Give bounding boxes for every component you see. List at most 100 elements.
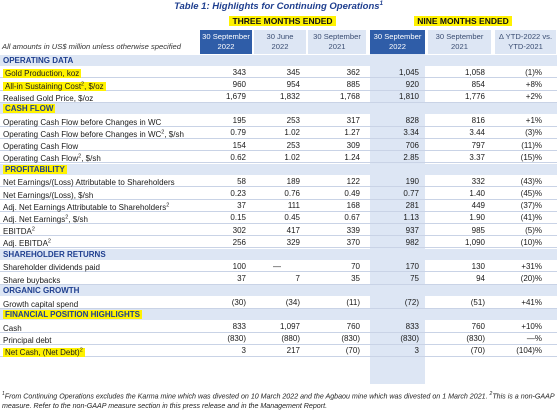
table-cell: 1,776: [464, 92, 485, 102]
table-cell: (51): [470, 298, 485, 307]
table-cell: 982: [405, 237, 419, 247]
table-row: Cash 833 1,097 760 833 760 +10%: [0, 321, 557, 333]
column-header: 30 September 2022: [200, 30, 252, 54]
table-cell: 100: [232, 261, 246, 271]
table-cell: +1%: [525, 116, 542, 126]
table-cell: (41)%: [520, 213, 542, 223]
row-label: Net Cash, (Net Debt)2: [3, 347, 85, 358]
row-label: Adj. Net Earnings Attributable to Shareh…: [3, 202, 170, 212]
table-cell: (20)%: [520, 274, 542, 283]
table-cell: (11)%: [521, 140, 542, 150]
table-cell: 111: [287, 201, 300, 211]
row-label: Adj. Net Earnings2, $/sh: [3, 214, 88, 225]
table-cell: (10)%: [520, 237, 542, 247]
table-cell: 329: [286, 237, 300, 247]
table-cell: (11): [346, 298, 360, 307]
row-label: Net Earnings/(Loss) Attributable to Shar…: [3, 178, 175, 188]
table-cell: 760: [471, 322, 485, 331]
table-cell: 58: [237, 176, 246, 186]
table-cell: 1,097: [279, 322, 300, 331]
table-row: Operating Cash Flow before Changes in WC…: [0, 115, 557, 127]
table-cell: 960: [232, 80, 246, 89]
table-cell: (37)%: [520, 201, 542, 211]
table-cell: (830): [341, 334, 360, 344]
table-cell: 0.45: [284, 213, 300, 223]
table-cell: (72): [404, 298, 419, 307]
table-cell: 370: [346, 237, 360, 247]
table-cell: 122: [346, 176, 360, 186]
table-cell: 345: [286, 67, 300, 77]
table-cell: 195: [232, 116, 246, 126]
table-cell: 1.24: [344, 152, 360, 162]
row-label: Gold Production, koz: [3, 69, 82, 79]
table-cell: 954: [286, 80, 300, 89]
table-cell: +31%: [521, 261, 542, 271]
row-label: EBITDA2: [3, 226, 35, 237]
table-cell: +10%: [521, 322, 542, 331]
table-cell: (70): [345, 346, 360, 356]
row-label: Shareholder dividends paid: [3, 263, 100, 273]
table-cell: 985: [471, 225, 485, 235]
table-row: Operating Cash Flow before Changes in WC…: [0, 127, 557, 139]
row-label: Growth capital spend: [3, 299, 79, 309]
row-label: Share buybacks: [3, 275, 61, 285]
table-cell: 302: [232, 225, 246, 235]
table-cell: 1.02: [284, 128, 300, 138]
row-label: Adj. EBITDA2: [3, 238, 51, 249]
table-cell: 449: [471, 201, 485, 211]
row-label: Realised Gold Price, $/oz: [3, 93, 94, 103]
table-cell: 1.90: [469, 213, 485, 223]
table-cell: 1,768: [339, 92, 360, 102]
table-cell: 35: [351, 274, 360, 283]
table-cell: 1,090: [464, 237, 485, 247]
table-cell: (45)%: [520, 189, 542, 198]
table-cell: 130: [471, 261, 485, 271]
table-cell: 3.44: [469, 128, 485, 138]
section-header: SHAREHOLDER RETURNS: [0, 249, 557, 260]
table-title: Table 1: Highlights for Continuing Opera…: [174, 1, 383, 13]
row-label: Cash: [3, 323, 22, 333]
table-cell: (15)%: [520, 152, 542, 162]
table-cell: 343: [232, 67, 246, 77]
table-cell: 1.27: [344, 128, 360, 138]
column-header: Δ YTD-2022 vs. YTD-2021: [495, 30, 556, 54]
row-label: Operating Cash Flow before Changes in WC…: [3, 129, 184, 140]
table-cell: 937: [405, 225, 419, 235]
table-cell: 70: [351, 261, 360, 271]
table-cell: 1.02: [284, 152, 300, 162]
table-cell: 7: [295, 274, 300, 283]
table-cell: 797: [471, 140, 485, 150]
table-cell: (880): [281, 334, 300, 344]
group-header-nine-months: NINE MONTHS ENDED: [370, 15, 556, 28]
row-label: Principal debt: [3, 335, 52, 345]
table-row: Gold Production, koz 343 345 362 1,045 1,058 (…: [0, 67, 557, 79]
table-cell: 332: [471, 176, 485, 186]
table-cell: 1,058: [464, 67, 485, 77]
column-header: 30 September 2021: [428, 30, 491, 54]
table-cell: +8%: [525, 80, 542, 89]
table-cell: 885: [346, 80, 360, 89]
table-cell: 816: [471, 116, 485, 126]
table-cell: 75: [410, 274, 419, 283]
footnote: 1From Continuing Operations excludes the…: [2, 391, 555, 410]
table-row: Net Cash, (Net Debt)2 3 217 (70) 3 (70) (104)%: [0, 345, 557, 358]
table-cell: 0.77: [403, 189, 419, 198]
table-cell: +41%: [521, 298, 542, 307]
table-cell: 0.79: [230, 128, 246, 138]
table-cell: 0.49: [344, 189, 360, 198]
table-cell: 2.85: [403, 152, 419, 162]
table-cell: 833: [232, 322, 246, 331]
table-cell: 37: [237, 274, 246, 283]
table-cell: 1,045: [398, 67, 419, 77]
row-label: Operating Cash Flow2, $/sh: [3, 153, 101, 164]
table-cell: 706: [405, 140, 419, 150]
table-row: Operating Cash Flow2, $/sh 0.62 1.02 1.24 2.…: [0, 152, 557, 164]
table-row: Realised Gold Price, $/oz 1,679 1,832 1,768…: [0, 91, 557, 103]
table-row: Share buybacks 37 7 35 75 94 (20)%: [0, 273, 557, 285]
row-label: Operating Cash Flow: [3, 142, 79, 152]
table-cell: 920: [405, 80, 419, 89]
column-header: 30 June 2022: [254, 30, 306, 54]
table-cell: 168: [346, 201, 360, 211]
table-cell: 417: [286, 225, 300, 235]
table-cell: 833: [405, 322, 419, 331]
